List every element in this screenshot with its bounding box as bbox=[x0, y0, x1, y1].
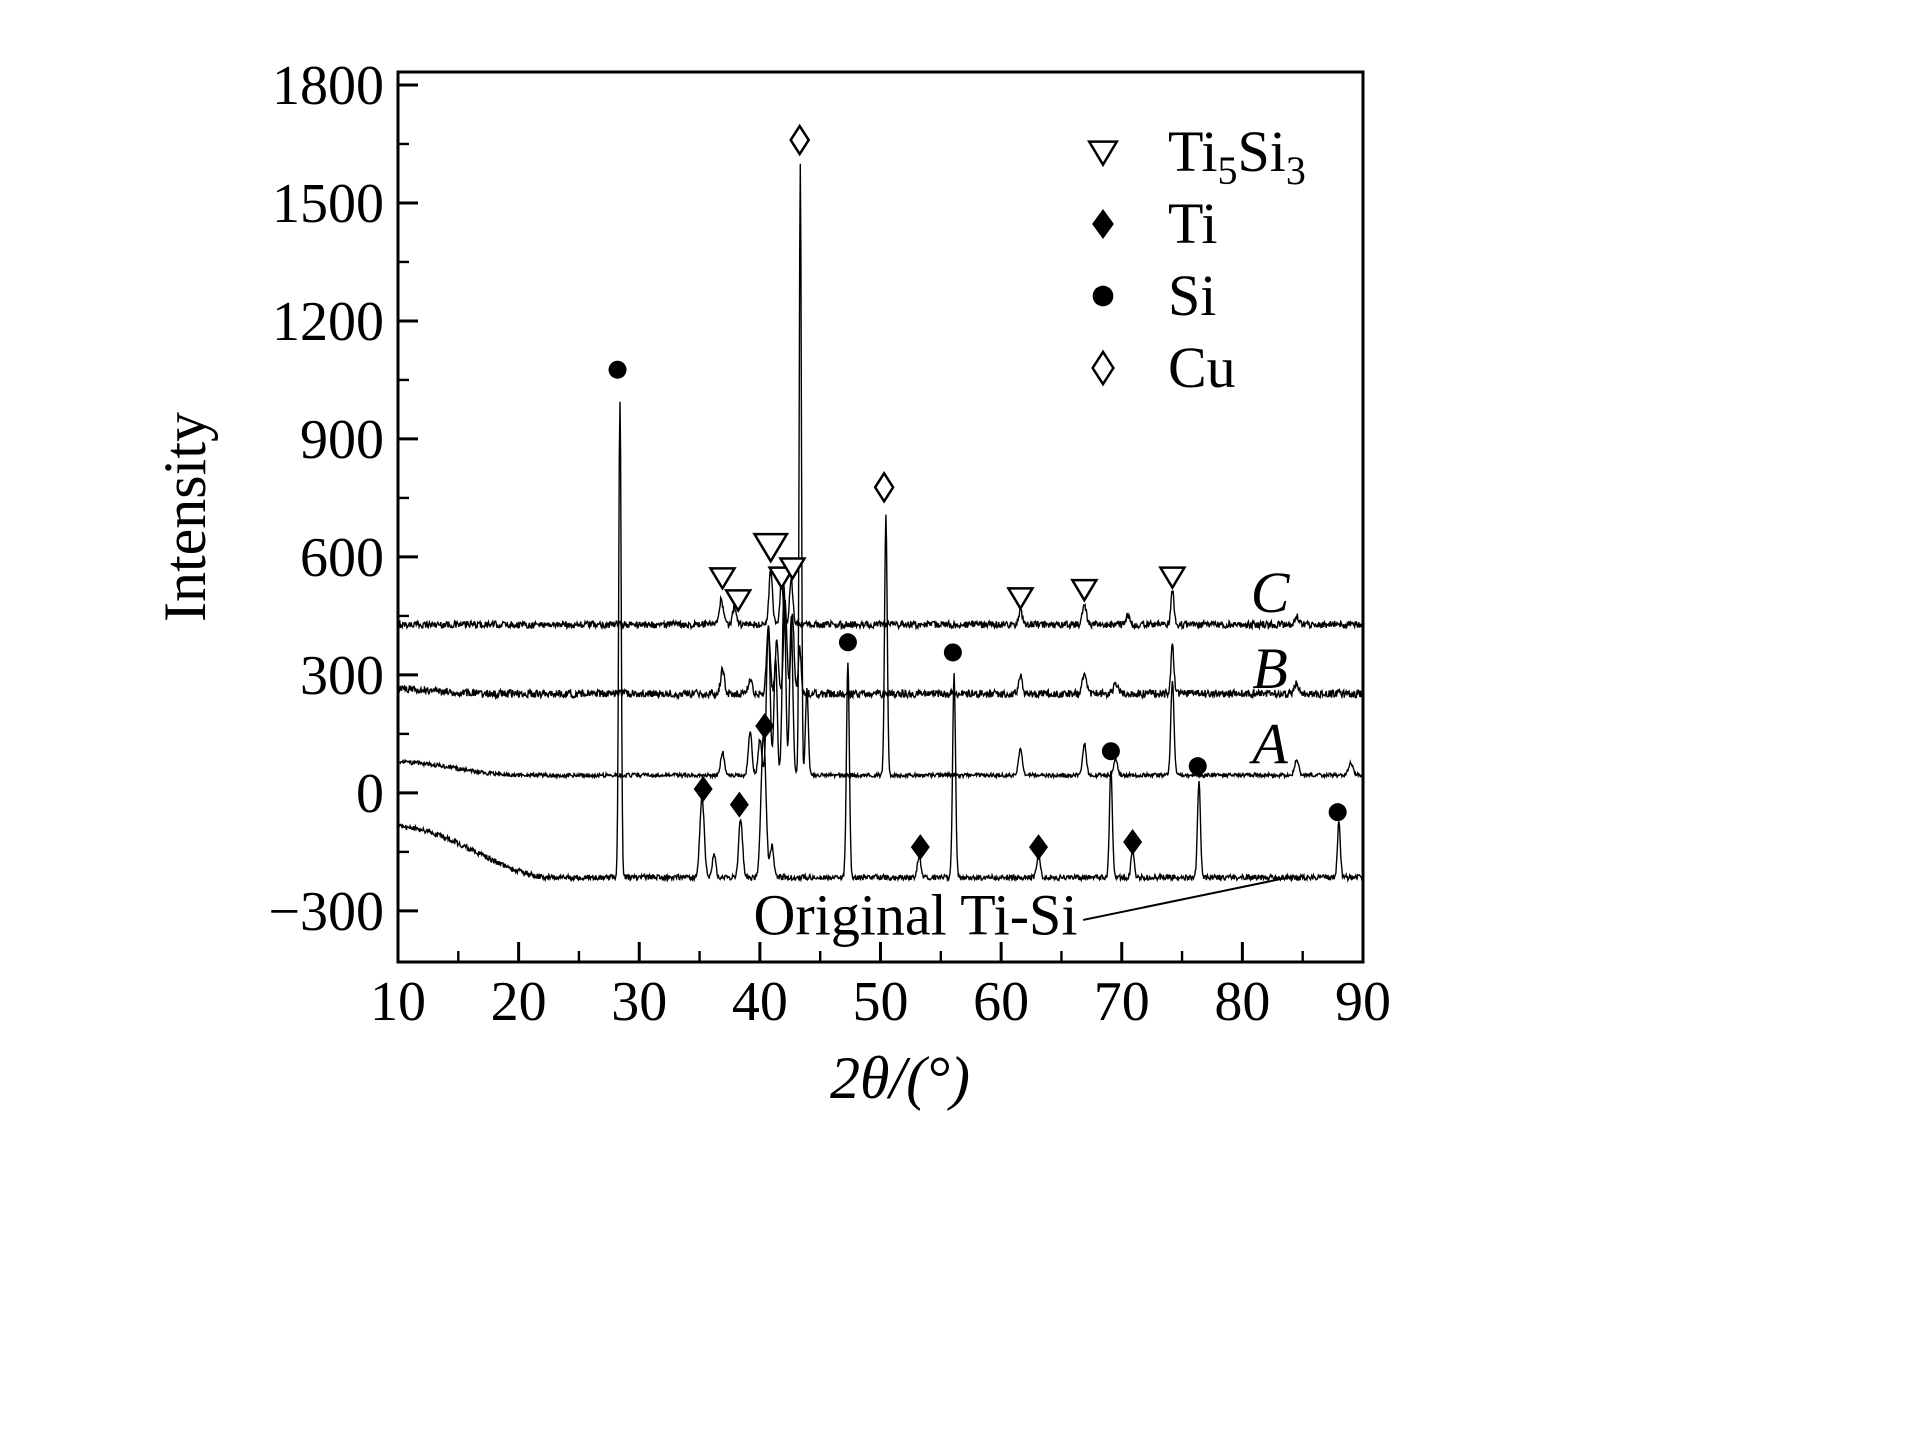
marker-si-filled-circle bbox=[608, 360, 627, 379]
y-tick-label: −300 bbox=[268, 881, 384, 943]
x-tick-label: 40 bbox=[732, 971, 788, 1033]
marker-ti5si3-open-triangle-down bbox=[723, 589, 753, 613]
marker-si-filled-circle bbox=[1328, 803, 1347, 822]
x-tick-label: 30 bbox=[611, 971, 667, 1033]
marker-si-filled-circle bbox=[1101, 742, 1120, 761]
y-tick-label: 900 bbox=[300, 409, 384, 471]
x-tick-label: 20 bbox=[491, 971, 547, 1033]
annotation-leader-line bbox=[1082, 875, 1295, 921]
legend-filled-diamond-icon bbox=[1092, 209, 1114, 239]
marker-ti5si3-open-triangle-down bbox=[1158, 566, 1187, 591]
trace-original-ti-si bbox=[397, 401, 1364, 883]
legend-label-ti5si3: Ti5Si3 bbox=[1168, 119, 1306, 193]
legend-label-si: Si bbox=[1168, 263, 1216, 328]
x-tick-label: 70 bbox=[1094, 971, 1150, 1033]
legend-filled-circle-icon bbox=[1092, 285, 1114, 307]
x-tick-label: 90 bbox=[1335, 971, 1391, 1033]
marker-ti5si3-open-triangle-down bbox=[1070, 578, 1099, 603]
legend-label-ti: Ti bbox=[1168, 191, 1218, 256]
legend-label-cu: Cu bbox=[1168, 335, 1236, 400]
y-tick-label: 0 bbox=[356, 763, 384, 825]
marker-ti-filled-diamond bbox=[1123, 829, 1143, 856]
x-axis-label: 2θ/(°) bbox=[830, 1045, 970, 1111]
x-tick-label: 80 bbox=[1214, 971, 1270, 1033]
y-axis-label: Intensity bbox=[152, 412, 218, 622]
marker-ti5si3-open-triangle-down bbox=[1006, 587, 1035, 611]
marker-ti-filled-diamond bbox=[693, 775, 713, 802]
y-tick-label: 300 bbox=[300, 645, 384, 707]
plot-frame bbox=[396, 70, 1365, 964]
marker-cu-open-diamond bbox=[873, 470, 895, 504]
x-tick-label: 60 bbox=[973, 971, 1029, 1033]
y-tick-label: 1200 bbox=[272, 291, 384, 353]
marker-si-filled-circle bbox=[1188, 757, 1207, 776]
series-label-a: A bbox=[1248, 711, 1288, 776]
marker-ti-filled-diamond bbox=[729, 791, 749, 818]
legend-open-triangle-down-icon bbox=[1086, 140, 1120, 168]
annotation-original-ti-si: Original Ti-Si bbox=[754, 882, 1078, 947]
marker-si-filled-circle bbox=[943, 643, 962, 662]
marker-ti5si3-open-triangle-down bbox=[708, 567, 737, 591]
marker-si-filled-circle bbox=[838, 633, 857, 652]
trace-c bbox=[397, 570, 1364, 631]
marker-ti5si3-open-triangle-down bbox=[778, 557, 807, 581]
y-tick-label: 600 bbox=[300, 527, 384, 589]
x-tick-label: 10 bbox=[370, 971, 426, 1033]
marker-cu-open-diamond bbox=[789, 123, 811, 157]
series-label-b: B bbox=[1252, 636, 1287, 701]
y-tick-label: 1800 bbox=[272, 55, 384, 117]
trace-b bbox=[397, 599, 1364, 701]
marker-ti-filled-diamond bbox=[1029, 834, 1049, 861]
y-tick-label: 1500 bbox=[272, 173, 384, 235]
marker-ti5si3-open-triangle-down bbox=[752, 532, 790, 564]
trace-a bbox=[397, 163, 1364, 780]
series-label-c: C bbox=[1251, 560, 1291, 625]
marker-ti-filled-diamond bbox=[910, 834, 930, 861]
x-tick-label: 50 bbox=[853, 971, 909, 1033]
legend-open-diamond-icon bbox=[1091, 349, 1115, 387]
marker-ti-filled-diamond bbox=[755, 713, 775, 740]
